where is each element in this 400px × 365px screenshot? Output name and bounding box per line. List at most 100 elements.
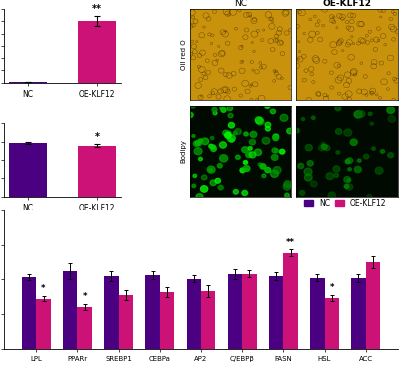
Circle shape: [255, 117, 263, 124]
Y-axis label: Oil red O: Oil red O: [181, 39, 187, 70]
Circle shape: [273, 166, 281, 174]
Circle shape: [243, 165, 250, 172]
Circle shape: [248, 147, 252, 150]
Bar: [9, 143, 47, 197]
Circle shape: [285, 193, 289, 197]
Circle shape: [347, 178, 351, 182]
Circle shape: [307, 161, 313, 166]
Circle shape: [265, 127, 270, 131]
Circle shape: [260, 164, 266, 169]
Circle shape: [280, 149, 285, 154]
Bar: [283, 253, 298, 349]
Bar: [186, 278, 201, 349]
Circle shape: [262, 174, 266, 178]
Circle shape: [210, 137, 214, 140]
Circle shape: [354, 111, 362, 118]
Bar: [119, 295, 133, 349]
Circle shape: [283, 183, 291, 190]
Circle shape: [240, 168, 245, 173]
Circle shape: [372, 147, 375, 150]
Circle shape: [228, 114, 233, 118]
Circle shape: [321, 144, 327, 149]
Circle shape: [364, 154, 369, 159]
Text: *: *: [330, 283, 334, 292]
Circle shape: [344, 177, 350, 182]
Circle shape: [246, 152, 252, 158]
Circle shape: [270, 109, 276, 114]
Circle shape: [265, 122, 271, 127]
Circle shape: [190, 103, 196, 108]
Circle shape: [192, 184, 196, 188]
Circle shape: [226, 131, 231, 136]
Circle shape: [380, 150, 384, 153]
Bar: [324, 298, 339, 349]
Circle shape: [300, 191, 305, 195]
Circle shape: [344, 129, 352, 136]
Circle shape: [388, 116, 395, 122]
Circle shape: [254, 149, 262, 155]
Circle shape: [318, 145, 325, 151]
Legend: NC, OE-KLF12: NC, OE-KLF12: [304, 199, 386, 208]
Bar: [366, 262, 380, 349]
Circle shape: [217, 164, 222, 168]
Circle shape: [198, 139, 202, 143]
Bar: [36, 299, 51, 349]
Circle shape: [324, 145, 330, 151]
Circle shape: [220, 155, 228, 162]
Circle shape: [388, 153, 394, 158]
Circle shape: [187, 112, 193, 118]
Circle shape: [301, 118, 305, 120]
Circle shape: [387, 107, 394, 114]
Circle shape: [358, 159, 361, 162]
Bar: [269, 276, 283, 349]
Circle shape: [223, 130, 229, 136]
Circle shape: [207, 166, 215, 173]
Circle shape: [368, 112, 372, 115]
Circle shape: [210, 180, 216, 185]
Bar: [78, 307, 92, 349]
Text: *: *: [94, 132, 100, 142]
Circle shape: [244, 161, 248, 164]
Circle shape: [230, 139, 234, 142]
Circle shape: [250, 131, 257, 137]
Circle shape: [244, 132, 248, 136]
Bar: [160, 292, 174, 349]
Text: *: *: [41, 284, 46, 293]
Circle shape: [192, 135, 195, 137]
Circle shape: [326, 173, 334, 180]
Circle shape: [335, 105, 341, 111]
Text: *: *: [82, 292, 87, 301]
Circle shape: [213, 111, 217, 115]
Circle shape: [212, 107, 217, 112]
Circle shape: [270, 170, 278, 177]
Circle shape: [211, 145, 216, 149]
Circle shape: [334, 173, 338, 177]
Circle shape: [345, 160, 350, 164]
Circle shape: [274, 149, 279, 153]
Bar: [63, 271, 78, 349]
Circle shape: [201, 138, 209, 145]
Circle shape: [310, 181, 317, 187]
Text: **: **: [286, 238, 295, 247]
Circle shape: [273, 134, 279, 139]
Circle shape: [367, 195, 372, 199]
Circle shape: [218, 185, 223, 190]
Circle shape: [220, 106, 224, 110]
Circle shape: [210, 146, 216, 151]
Circle shape: [265, 168, 271, 173]
Circle shape: [350, 139, 357, 145]
Circle shape: [264, 103, 270, 108]
Bar: [22, 277, 36, 349]
Circle shape: [209, 144, 213, 148]
Circle shape: [196, 140, 202, 146]
Circle shape: [272, 148, 277, 153]
Circle shape: [336, 129, 342, 134]
Circle shape: [196, 141, 201, 145]
Circle shape: [235, 128, 241, 134]
Circle shape: [202, 175, 207, 180]
Circle shape: [220, 142, 226, 148]
Circle shape: [348, 168, 351, 171]
Circle shape: [328, 192, 336, 199]
Circle shape: [321, 142, 325, 146]
Bar: [242, 274, 256, 349]
